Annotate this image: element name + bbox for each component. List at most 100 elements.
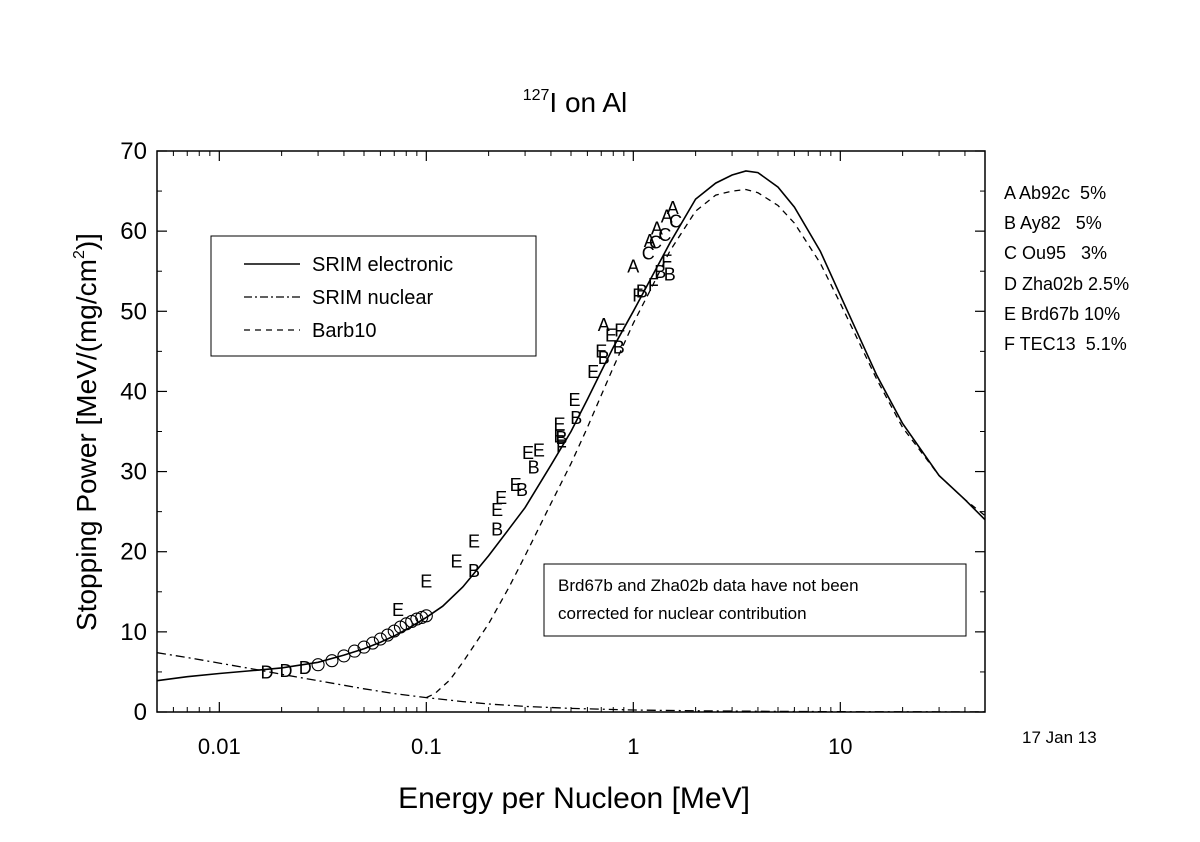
data-point-e: E xyxy=(392,600,404,620)
dataset-legend: A Ab92c 5% B Ay82 5% C Ou95 3% D Zha02b … xyxy=(1004,183,1129,354)
x-axis-label: Energy per Nucleon [MeV] xyxy=(398,782,750,815)
series-line-srim-nuclear xyxy=(156,652,986,713)
data-point-c: C xyxy=(658,225,671,245)
data-point-e: E xyxy=(569,390,581,410)
data-point-b: B xyxy=(468,561,480,581)
data-point-a: A xyxy=(627,256,639,276)
data-point-e: E xyxy=(420,571,432,591)
data-point-circle xyxy=(373,632,387,646)
chart-title: 127I on Al xyxy=(523,87,628,118)
legend-label-srim-electronic: SRIM electronic xyxy=(312,254,453,276)
x-tick-label: 0.1 xyxy=(411,734,442,759)
dataset-legend-item: F TEC13 5.1% xyxy=(1004,334,1127,354)
data-point-circle xyxy=(337,649,351,663)
data-point-f: F xyxy=(648,275,659,295)
data-point-f: F xyxy=(614,321,625,341)
data-point-circle xyxy=(311,658,325,672)
y-tick-label: 50 xyxy=(120,298,147,325)
axis-ticks xyxy=(156,150,986,713)
title-superscript: 127 xyxy=(523,87,550,104)
data-markers: D D DEEEEEEEEEEEEEEEBBBBBBBBBBBAAAAAACCCCF… xyxy=(261,198,683,683)
data-point-e: E xyxy=(587,362,599,382)
series-line-barb10 xyxy=(426,188,986,699)
data-point-c: C xyxy=(669,212,682,232)
data-point-circle xyxy=(325,654,339,668)
series-line-srim-electronic xyxy=(156,170,986,682)
data-point-b: B xyxy=(528,458,540,478)
data-point-b: B xyxy=(491,519,503,539)
data-point-a: A xyxy=(651,219,663,239)
dataset-legend-item: D Zha02b 2.5% xyxy=(1004,274,1129,294)
y-tick-label: 70 xyxy=(120,138,147,165)
data-point-c: C xyxy=(649,232,662,252)
data-point-b: B xyxy=(664,264,676,284)
data-point-e: E xyxy=(522,443,534,463)
data-point-a: A xyxy=(661,207,673,227)
data-point-e: E xyxy=(451,551,463,571)
legend-label-srim-nuclear: SRIM nuclear xyxy=(312,287,433,309)
data-point-f: F xyxy=(661,252,672,272)
y-tick-label: 0 xyxy=(134,699,147,726)
data-point-c: C xyxy=(642,244,655,264)
data-point-e: E xyxy=(495,488,507,508)
y-axis-label-sup: 2 xyxy=(71,250,88,259)
data-point-circle xyxy=(366,636,380,650)
data-point-b: B xyxy=(636,281,648,301)
data-point-b: B xyxy=(613,337,625,357)
data-point-e: E xyxy=(533,441,545,461)
data-point-e: E xyxy=(605,325,617,345)
data-point-circle xyxy=(419,609,433,623)
data-point-e: E xyxy=(491,500,503,520)
y-tick-label: 40 xyxy=(120,378,147,405)
dataset-legend-item: B Ay82 5% xyxy=(1004,213,1102,233)
series-lines xyxy=(156,170,986,713)
data-point-d: D xyxy=(280,661,293,681)
data-point-f: F xyxy=(556,437,567,457)
data-point-a: A xyxy=(667,198,679,218)
dataset-legend-item: A Ab92c 5% xyxy=(1004,183,1106,203)
data-point-e: E xyxy=(595,341,607,361)
data-point-b: B xyxy=(654,262,666,282)
note-frame xyxy=(543,563,967,637)
date-stamp: 17 Jan 13 xyxy=(1022,728,1097,747)
y-axis-label-end: )] xyxy=(71,233,102,250)
data-point-b: B xyxy=(598,348,610,368)
y-tick-label: 20 xyxy=(120,539,147,566)
data-point-circle xyxy=(357,640,371,654)
data-point-a: A xyxy=(598,315,610,335)
data-point-d: D xyxy=(261,663,274,683)
data-point-e: E xyxy=(510,475,522,495)
y-tick-labels: 0 10 20 30 40 50 60 70 xyxy=(120,138,147,726)
x-tick-labels: 0.01 0.1 1 10 xyxy=(198,734,853,759)
note-line-2: corrected for nuclear contribution xyxy=(558,604,807,623)
data-point-circle xyxy=(410,612,424,626)
data-point-b: B xyxy=(570,408,582,428)
y-tick-label: 60 xyxy=(120,218,147,245)
note-line-1: Brd67b and Zha02b data have not been xyxy=(558,576,859,595)
legend-label-barb10: Barb10 xyxy=(312,320,377,342)
dataset-legend-item: E Brd67b 10% xyxy=(1004,304,1120,324)
note-box: Brd67b and Zha02b data have not been cor… xyxy=(543,563,967,637)
data-point-e: E xyxy=(554,426,566,446)
y-tick-label: 30 xyxy=(120,459,147,486)
x-tick-label: 0.01 xyxy=(198,734,241,759)
legend: SRIM electronic SRIM nuclear Barb10 xyxy=(210,235,537,357)
x-tick-label: 1 xyxy=(627,734,639,759)
data-point-circle xyxy=(347,644,362,658)
data-point-d: D xyxy=(299,658,312,678)
title-main: I on Al xyxy=(549,87,627,118)
legend-box xyxy=(210,235,537,357)
data-point-e: E xyxy=(468,531,480,551)
data-point-f: F xyxy=(632,285,643,305)
y-axis-label: Stopping Power [MeV/(mg/cm2)] xyxy=(71,233,102,631)
data-point-a: A xyxy=(644,231,656,251)
data-point-b: B xyxy=(556,428,568,448)
data-point-circle xyxy=(381,628,395,642)
x-tick-label: 10 xyxy=(828,734,852,759)
data-point-e: E xyxy=(554,414,566,434)
dataset-legend-item: C Ou95 3% xyxy=(1004,243,1107,263)
y-axis-label-main: Stopping Power [MeV/(mg/cm xyxy=(71,259,102,631)
y-tick-label: 10 xyxy=(120,619,147,646)
data-point-b: B xyxy=(516,480,528,500)
